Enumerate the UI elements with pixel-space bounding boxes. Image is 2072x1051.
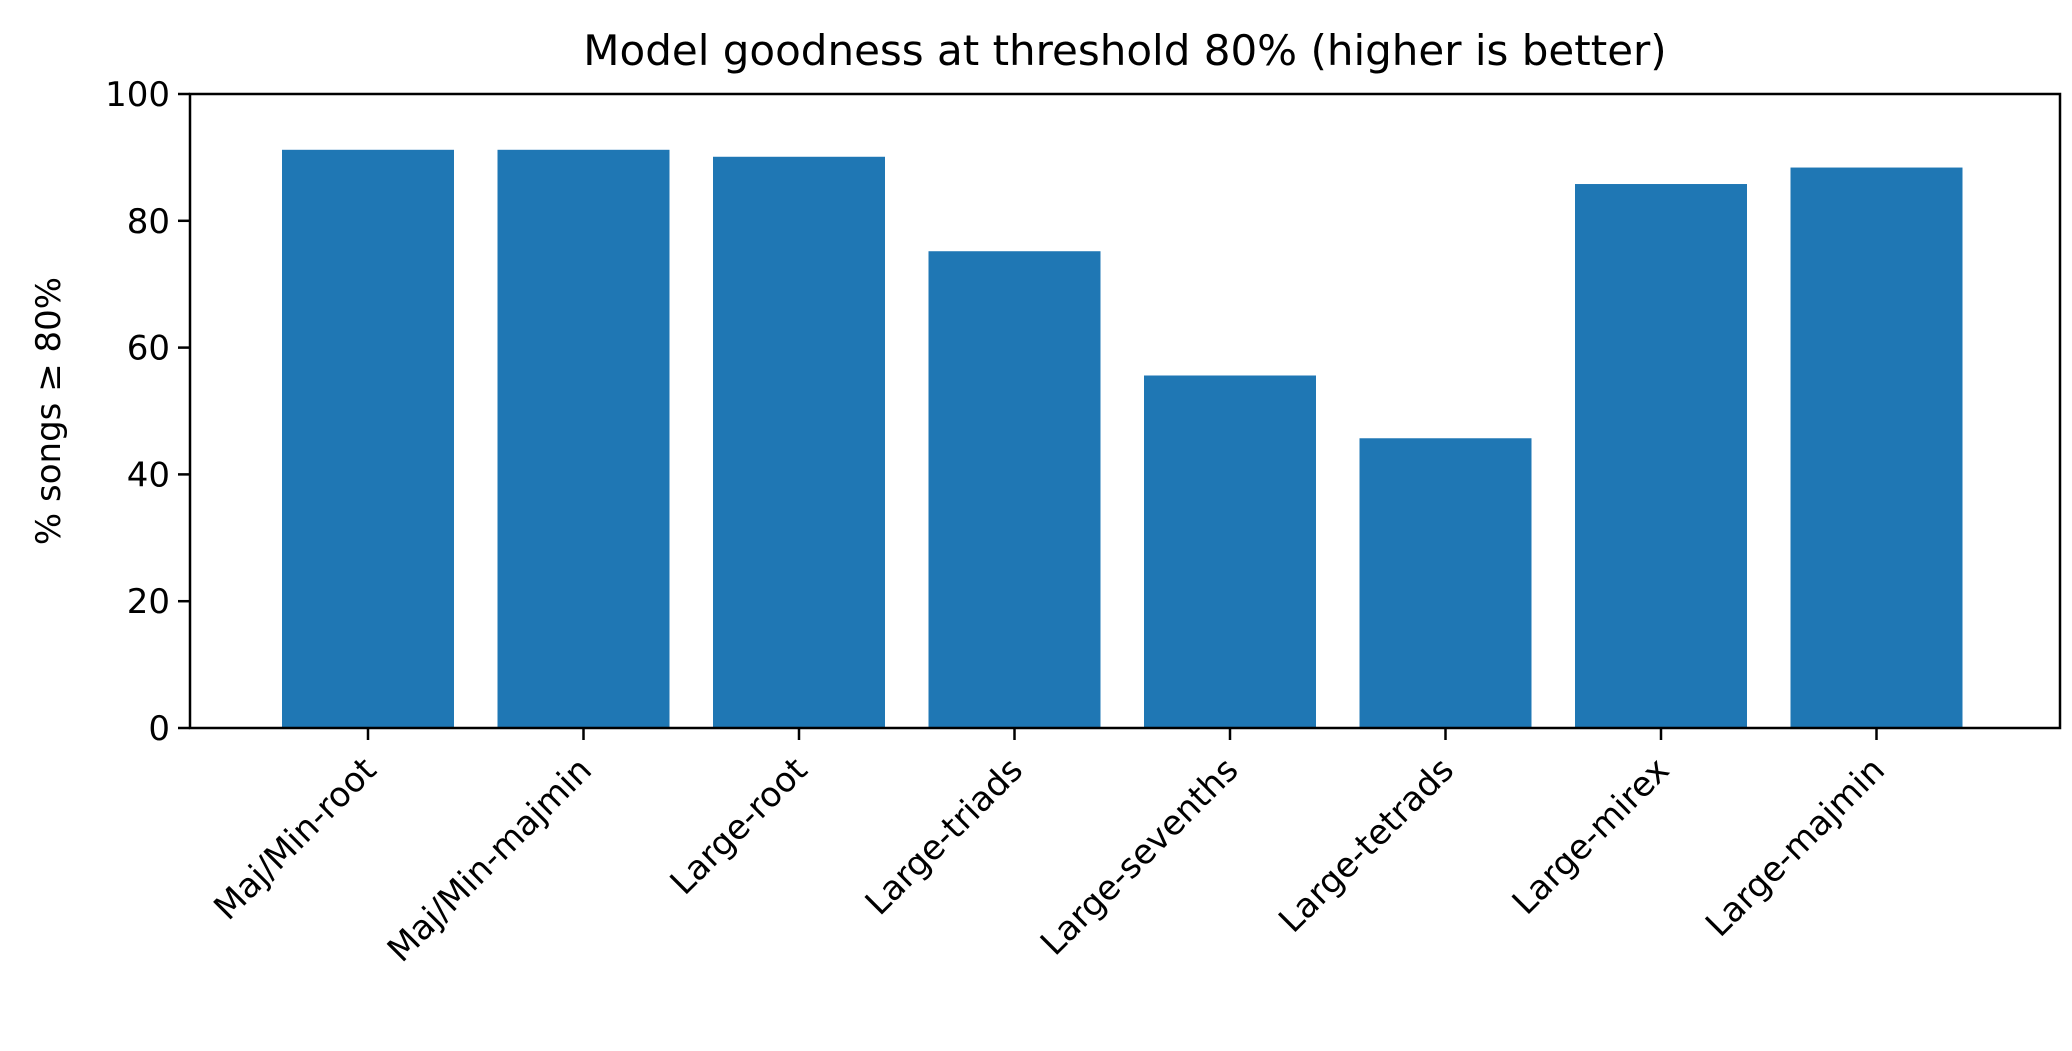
x-tick-label: Maj/Min-root	[206, 750, 384, 928]
y-tick-label: 100	[105, 75, 170, 115]
y-axis-label: % songs ≥ 80%	[29, 277, 69, 545]
x-tick-label: Large-triads	[858, 750, 1031, 923]
bar-maj-min-majmin	[497, 149, 670, 729]
bar-large-majmin	[1790, 167, 1963, 728]
bars-group	[282, 149, 1963, 729]
x-tick-label: Large-mirex	[1505, 750, 1678, 923]
x-tick-label: Large-root	[663, 750, 816, 903]
bar-large-tetrads	[1359, 438, 1532, 728]
y-axis-ticks: 0 20 40 60 80 100	[105, 75, 190, 749]
x-tick-label: Large-majmin	[1698, 750, 1893, 945]
x-tick-label: Large-sevenths	[1033, 750, 1246, 963]
y-tick-label: 20	[127, 582, 170, 622]
bar-maj-min-root	[282, 149, 454, 729]
plot-frame	[188, 92, 2062, 730]
y-tick-label: 0	[148, 709, 170, 749]
bar-large-triads	[928, 251, 1101, 728]
bar-large-root	[713, 156, 885, 729]
y-tick-label: 40	[127, 455, 170, 495]
bar-large-sevenths	[1144, 375, 1316, 728]
y-tick-label: 60	[127, 329, 170, 369]
y-tick-label: 80	[127, 202, 170, 242]
bar-large-mirex	[1575, 184, 1747, 728]
x-tick-label: Large-tetrads	[1271, 750, 1462, 941]
chart-title: Model goodness at threshold 80% (higher …	[583, 26, 1666, 75]
x-tick-label: Maj/Min-majmin	[380, 750, 600, 970]
